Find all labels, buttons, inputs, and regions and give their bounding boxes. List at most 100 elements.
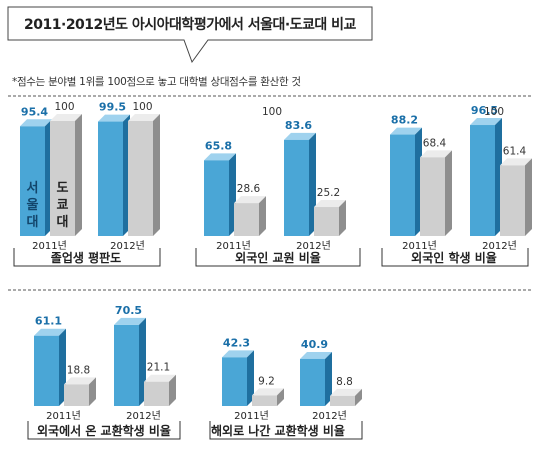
category-label-5-1: 2011년 <box>234 410 269 422</box>
bar-tokyo-2-2 <box>314 200 346 236</box>
bar-seoul-2-1-front <box>204 160 229 236</box>
bar-tokyo-5-2-side <box>355 388 362 406</box>
bar-tokyo-3-1 <box>420 150 452 236</box>
value-label-tokyo-5-1: 9.2 <box>258 375 275 387</box>
value-label-tokyo-2-2: 25.2 <box>317 187 340 199</box>
bar-tokyo-4-1-side <box>89 377 96 406</box>
bar-seoul-3-1-top <box>390 127 422 135</box>
panel-title-4: 외국에서 온 교환학생 비율 <box>37 423 171 438</box>
bar-tokyo-2-1-side <box>259 196 266 236</box>
svg-text:도: 도 <box>57 181 69 196</box>
footnote: *점수는 분야별 1위를 100점으로 놓고 대학별 상대점수를 환산한 것 <box>12 76 301 88</box>
bar-seoul-4-1 <box>34 328 66 406</box>
bar-seoul-4-1-top <box>34 328 66 336</box>
bar-seoul-3-2-top <box>470 118 502 126</box>
value-label-seoul-4-1: 61.1 <box>35 315 62 328</box>
bar-tokyo-1-1-top <box>50 114 82 121</box>
bar-tokyo-4-2-side <box>169 374 176 406</box>
bar-tokyo-5-1-side <box>277 388 284 406</box>
bar-seoul-1-2-front <box>98 121 123 236</box>
bar-seoul-2-2-top <box>284 132 316 140</box>
value-label-seoul-1-1: 95.4 <box>21 105 48 118</box>
bar-tokyo-3-1-top <box>420 150 452 158</box>
bar-seoul-5-1-top <box>222 350 254 358</box>
bar-seoul-3-2-front <box>470 125 495 236</box>
bar-tokyo-5-1-front <box>252 395 277 406</box>
value-label-seoul-3-1: 88.2 <box>391 114 418 127</box>
bar-tokyo-5-1 <box>252 388 284 406</box>
value-label-seoul-4-2: 70.5 <box>115 304 142 317</box>
reference-label-panel-3: 100 <box>484 106 504 118</box>
bar-tokyo-3-1-side <box>445 150 452 236</box>
panel-title-3: 외국인 학생 비율 <box>411 250 497 265</box>
value-label-seoul-2-2: 83.6 <box>285 119 312 132</box>
bar-seoul-4-2 <box>114 317 146 406</box>
bar-tokyo-1-2-front <box>128 121 153 236</box>
bar-seoul-2-2-front <box>284 139 309 236</box>
panel-bracket-4 <box>27 421 181 440</box>
category-label-2-2: 2012년 <box>296 240 331 252</box>
value-label-seoul-3-2: 96.5 <box>471 104 498 117</box>
value-label-tokyo-3-1: 68.4 <box>423 137 447 149</box>
bar-tokyo-2-1-top <box>234 196 266 204</box>
bar-tokyo-4-2-front <box>144 381 169 406</box>
svg-text:쿄: 쿄 <box>57 198 69 213</box>
bar-tokyo-4-1-front <box>64 384 89 406</box>
value-label-tokyo-2-1: 28.6 <box>237 183 261 195</box>
bar-seoul-1-1 <box>20 119 52 236</box>
bar-tokyo-4-1 <box>64 377 96 406</box>
bar-tokyo-2-2-top <box>314 200 346 208</box>
bar-seoul-2-2 <box>284 132 316 236</box>
legend-seoul: 서울대 <box>27 181 39 230</box>
value-label-tokyo-1-1: 100 <box>54 101 74 113</box>
bar-seoul-5-1-side <box>247 350 254 406</box>
category-label-1-2: 2012년 <box>110 240 145 252</box>
svg-text:울: 울 <box>27 197 39 213</box>
value-label-seoul-5-1: 42.3 <box>223 336 250 349</box>
bar-tokyo-1-1-front <box>50 121 75 236</box>
bar-seoul-4-1-front <box>34 335 59 406</box>
bar-tokyo-1-1 <box>50 114 82 236</box>
panel-title-5: 해외로 나간 교환학생 비율 <box>211 423 345 438</box>
bar-seoul-5-2 <box>300 351 332 406</box>
bar-tokyo-5-1-top <box>252 388 284 396</box>
bar-tokyo-3-2-front <box>500 165 525 236</box>
panel-title-1: 졸업생 평판도 <box>51 250 121 265</box>
bar-seoul-3-2 <box>470 118 502 236</box>
svg-text:대: 대 <box>57 215 69 230</box>
category-label-1-1: 2011년 <box>32 240 67 252</box>
bar-tokyo-1-2-side <box>153 114 160 236</box>
value-label-tokyo-5-2: 8.8 <box>336 376 353 388</box>
bar-seoul-5-1-front <box>222 357 247 406</box>
value-label-tokyo-1-2: 100 <box>132 101 152 113</box>
panel-bracket-5 <box>209 421 363 440</box>
category-label-4-1: 2011년 <box>46 410 81 422</box>
bar-tokyo-5-2 <box>330 388 362 406</box>
bar-tokyo-2-1-front <box>234 203 259 236</box>
bar-tokyo-4-2-top <box>144 374 176 382</box>
bar-seoul-1-1-front <box>20 126 45 236</box>
bar-tokyo-5-2-top <box>330 388 362 396</box>
bar-tokyo-4-2 <box>144 374 176 406</box>
value-label-seoul-5-2: 40.9 <box>301 338 328 351</box>
value-label-tokyo-3-2: 61.4 <box>503 145 527 157</box>
page-title: 2011·2012년도 아시아대학평가에서 서울대·도쿄대 비교 <box>24 17 356 33</box>
category-label-5-2: 2012년 <box>312 410 347 422</box>
bar-tokyo-3-2-side <box>525 158 532 236</box>
bar-tokyo-5-2-front <box>330 395 355 406</box>
bar-seoul-5-2-side <box>325 351 332 406</box>
bar-seoul-5-2-top <box>300 351 332 359</box>
bar-seoul-5-1 <box>222 350 254 406</box>
bar-seoul-4-2-front <box>114 324 139 406</box>
bar-tokyo-2-2-front <box>314 207 339 236</box>
bar-tokyo-2-2-side <box>339 200 346 236</box>
bar-seoul-1-1-top <box>20 119 52 127</box>
reference-label-panel-2: 100 <box>262 106 282 118</box>
bar-seoul-2-1 <box>204 153 236 236</box>
bar-tokyo-3-2-top <box>500 158 532 166</box>
value-label-tokyo-4-2: 21.1 <box>147 362 170 374</box>
